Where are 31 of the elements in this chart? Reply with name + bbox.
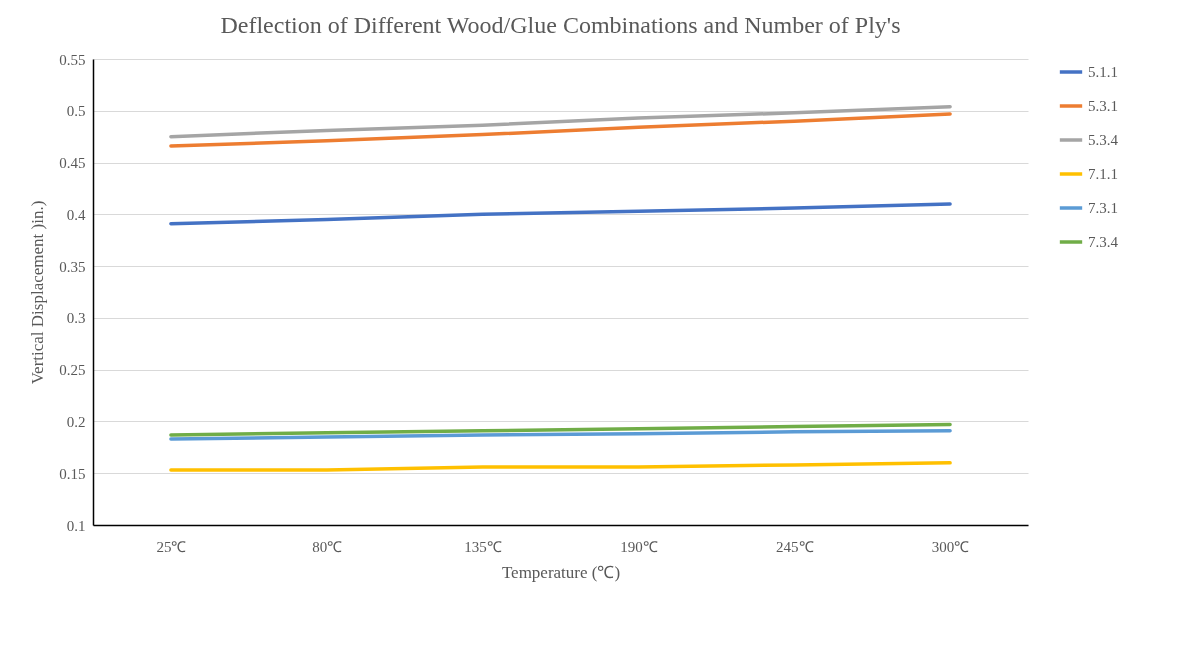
y-tick-label: 0.4: [66, 206, 86, 223]
x-axis-title: Temperature (℃): [501, 562, 621, 582]
line-series: [169, 429, 952, 441]
y-axis-title: Vertical Displacement )in.): [28, 200, 48, 385]
y-tick-label: 0.1: [66, 517, 86, 534]
line-series: [169, 461, 952, 472]
x-tick-label: 245℃: [776, 538, 814, 555]
legend-label: 7.3.4: [1088, 234, 1119, 250]
legend-label: 7.3.1: [1088, 200, 1118, 216]
y-tick-label: 0.45: [59, 155, 86, 172]
line-series: [169, 112, 952, 148]
line-series: [169, 422, 952, 437]
legend-label: 5.3.4: [1088, 132, 1119, 148]
y-tick-label: 0.55: [59, 51, 86, 68]
x-tick-label: 135℃: [464, 538, 502, 555]
chart-title: Deflection of Different Wood/Glue Combinations and Number of Ply's: [220, 12, 901, 38]
x-tick-label: 25℃: [156, 538, 187, 555]
x-tick-label: 300℃: [931, 538, 970, 555]
x-tick-label: 80℃: [312, 538, 343, 555]
legend-label: 5.1.1: [1088, 64, 1118, 80]
line-series: [169, 202, 952, 226]
line-series: [169, 104, 952, 139]
y-tick-label: 0.5: [66, 103, 86, 120]
x-tick-label: 190℃: [620, 538, 658, 555]
y-tick-label: 0.3: [66, 310, 86, 327]
y-tick-label: 0.25: [59, 362, 86, 379]
y-tick-label: 0.15: [59, 465, 86, 482]
legend-label: 5.3.1: [1088, 98, 1118, 114]
legend-label: 7.1.1: [1088, 166, 1118, 182]
y-tick-label: 0.2: [66, 413, 86, 430]
y-tick-label: 0.35: [59, 258, 86, 275]
